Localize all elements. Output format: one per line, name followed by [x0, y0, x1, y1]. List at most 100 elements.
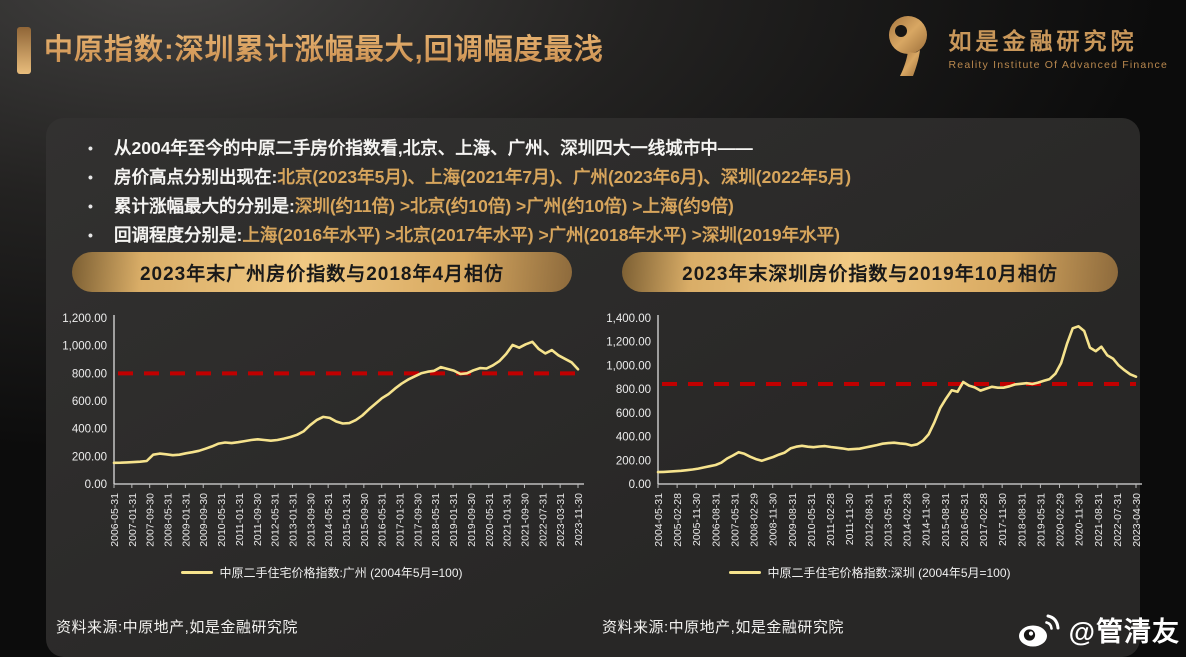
svg-text:2009-01-31: 2009-01-31: [180, 493, 192, 547]
page-title: 中原指数:深圳累计涨幅最大,回调幅度最浅: [44, 26, 604, 68]
weibo-icon: [1018, 614, 1060, 646]
legend-line-swatch: [181, 571, 214, 574]
svg-text:2014-05-31: 2014-05-31: [323, 493, 335, 547]
svg-text:1,200.00: 1,200.00: [62, 313, 107, 325]
legend-label: 中原二手住宅价格指数:深圳 (2004年5月=100): [767, 566, 1011, 580]
svg-text:2023-04-30: 2023-04-30: [1131, 493, 1143, 547]
svg-text:200.00: 200.00: [616, 455, 651, 467]
chart-title-pill-guangzhou: 2023年末广州房价指数与2018年4月相仿: [72, 252, 572, 292]
svg-text:2009-09-30: 2009-09-30: [198, 493, 210, 547]
svg-text:2022-07-31: 2022-07-31: [537, 493, 549, 547]
svg-text:2017-01-31: 2017-01-31: [395, 493, 407, 547]
svg-text:2021-09-30: 2021-09-30: [519, 493, 531, 547]
svg-text:1,200.00: 1,200.00: [606, 337, 651, 349]
svg-text:2012-08-31: 2012-08-31: [863, 493, 875, 547]
svg-text:2016-05-31: 2016-05-31: [959, 493, 971, 547]
svg-text:2006-05-31: 2006-05-31: [109, 493, 121, 547]
svg-text:2007-05-31: 2007-05-31: [729, 493, 741, 547]
svg-text:2022-07-31: 2022-07-31: [1112, 493, 1124, 547]
logo-mark-r-icon: [888, 16, 927, 76]
svg-text:2013-09-30: 2013-09-30: [305, 493, 317, 547]
summary-bullets: • 从2004年至今的中原二手房价指数看,北京、上海、广州、深圳四大一线城市中——…: [46, 134, 1106, 250]
bullet-text-gold: 上海(2016年水平) >北京(2017年水平) >广州(2018年水平) >深…: [242, 225, 840, 245]
bullet-line-4: • 回调程度分别是:上海(2016年水平) >北京(2017年水平) >广州(20…: [46, 221, 1106, 250]
svg-text:200.00: 200.00: [72, 451, 107, 463]
svg-text:2011-11-30: 2011-11-30: [844, 493, 856, 545]
svg-text:2020-02-29: 2020-02-29: [1055, 493, 1067, 547]
source-note-right: 资料来源:中原地产,如是金融研究院: [602, 619, 844, 636]
svg-text:2015-09-30: 2015-09-30: [359, 493, 371, 547]
svg-text:2023-03-31: 2023-03-31: [555, 493, 567, 547]
svg-text:2020-05-31: 2020-05-31: [484, 493, 496, 547]
svg-text:2013-05-31: 2013-05-31: [882, 493, 894, 547]
svg-text:2018-08-31: 2018-08-31: [1016, 493, 1028, 547]
weibo-watermark: @管清友: [1017, 610, 1180, 649]
svg-text:2021-08-31: 2021-08-31: [1093, 493, 1105, 547]
bullet-dot: •: [88, 140, 93, 156]
svg-text:2018-05-31: 2018-05-31: [430, 493, 442, 547]
svg-text:2006-08-31: 2006-08-31: [710, 493, 722, 547]
svg-text:2012-05-31: 2012-05-31: [270, 493, 282, 547]
svg-text:2016-05-31: 2016-05-31: [377, 493, 389, 547]
svg-text:2011-02-28: 2011-02-28: [825, 493, 837, 546]
svg-text:1,000.00: 1,000.00: [606, 360, 651, 372]
svg-text:2011-09-30: 2011-09-30: [252, 493, 264, 546]
legend-shenzhen: 中原二手住宅价格指数:深圳 (2004年5月=100): [596, 564, 1144, 581]
bullet-text-gold: 北京(2023年5月)、上海(2021年7月)、广州(2023年6月)、深圳(2…: [277, 167, 852, 187]
logo-name-en: Reality Institute Of Advanced Finance: [948, 58, 1168, 71]
svg-text:2010-05-31: 2010-05-31: [806, 493, 818, 547]
bullet-text-white: 累计涨幅最大的分别是:: [114, 196, 295, 216]
line-chart-guangzhou: 0.00 200.00 400.00 600.00 800.00 1,000.00 1,20…: [62, 313, 585, 547]
content-panel: • 从2004年至今的中原二手房价指数看,北京、上海、广州、深圳四大一线城市中——…: [46, 118, 1143, 657]
svg-text:600.00: 600.00: [72, 396, 107, 408]
svg-text:2013-01-31: 2013-01-31: [287, 493, 299, 547]
weibo-handle: @管清友: [1068, 617, 1180, 647]
chart-guangzhou: 0.00 200.00 400.00 600.00 800.00 1,000.00 1,20…: [58, 310, 586, 565]
bullet-line-1: • 从2004年至今的中原二手房价指数看,北京、上海、广州、深圳四大一线城市中——: [46, 134, 1106, 163]
svg-text:2008-11-30: 2008-11-30: [768, 493, 780, 546]
svg-text:400.00: 400.00: [616, 432, 651, 444]
svg-text:1,400.00: 1,400.00: [606, 313, 651, 325]
svg-text:2017-09-30: 2017-09-30: [412, 493, 424, 547]
svg-text:2021-01-31: 2021-01-31: [502, 493, 514, 547]
svg-text:0.00: 0.00: [629, 479, 651, 491]
svg-text:600.00: 600.00: [616, 408, 651, 420]
svg-text:2019-09-30: 2019-09-30: [466, 493, 478, 547]
bullet-line-3: • 累计涨幅最大的分别是:深圳(约11倍) >北京(约10倍) >广州(约10倍)…: [46, 192, 1106, 221]
chart-title-pill-shenzhen: 2023年末深圳房价指数与2019年10月相仿: [622, 252, 1118, 292]
svg-text:2023-11-30: 2023-11-30: [573, 493, 585, 546]
svg-text:2005-02-28: 2005-02-28: [672, 493, 684, 547]
svg-text:2004-05-31: 2004-05-31: [653, 493, 665, 547]
bullet-line-2: • 房价高点分别出现在:北京(2023年5月)、上海(2021年7月)、广州(20…: [46, 163, 1106, 192]
bullet-dot: •: [88, 169, 93, 185]
svg-text:2007-09-30: 2007-09-30: [145, 493, 157, 547]
svg-text:2017-11-30: 2017-11-30: [997, 493, 1009, 546]
svg-text:800.00: 800.00: [72, 368, 107, 380]
legend-guangzhou: 中原二手住宅价格指数:广州 (2004年5月=100): [58, 564, 586, 581]
svg-text:2019-05-31: 2019-05-31: [1035, 493, 1047, 547]
bullet-dot: •: [88, 227, 93, 243]
logo-name-cn: 如是金融研究院: [948, 27, 1138, 54]
svg-text:2015-01-31: 2015-01-31: [341, 493, 353, 547]
bullet-text-white: 回调程度分别是:: [114, 225, 243, 245]
bullet-text-white: 从2004年至今的中原二手房价指数看,北京、上海、广州、深圳四大一线城市中——: [114, 138, 753, 158]
svg-text:400.00: 400.00: [72, 424, 107, 436]
svg-text:2014-11-30: 2014-11-30: [921, 493, 933, 546]
bullet-dot: •: [88, 198, 93, 214]
bullet-text-gold: 深圳(约11倍) >北京(约10倍) >广州(约10倍) >上海(约9倍): [294, 196, 734, 216]
svg-text:2020-11-30: 2020-11-30: [1074, 493, 1086, 546]
title-accent-bar: [17, 27, 31, 74]
svg-text:2009-08-31: 2009-08-31: [787, 493, 799, 547]
svg-text:2017-02-28: 2017-02-28: [978, 493, 990, 547]
svg-text:2015-08-31: 2015-08-31: [940, 493, 952, 547]
source-note-left: 资料来源:中原地产,如是金融研究院: [56, 619, 298, 636]
legend-label: 中原二手住宅价格指数:广州 (2004年5月=100): [219, 566, 463, 580]
svg-text:2008-05-31: 2008-05-31: [163, 493, 175, 547]
svg-text:2007-01-31: 2007-01-31: [127, 493, 139, 547]
bullet-text-white: 房价高点分别出现在:: [114, 167, 278, 187]
svg-text:800.00: 800.00: [616, 384, 651, 396]
svg-text:2019-01-31: 2019-01-31: [448, 493, 460, 547]
legend-line-swatch: [729, 571, 762, 574]
svg-text:2014-02-28: 2014-02-28: [902, 493, 914, 547]
